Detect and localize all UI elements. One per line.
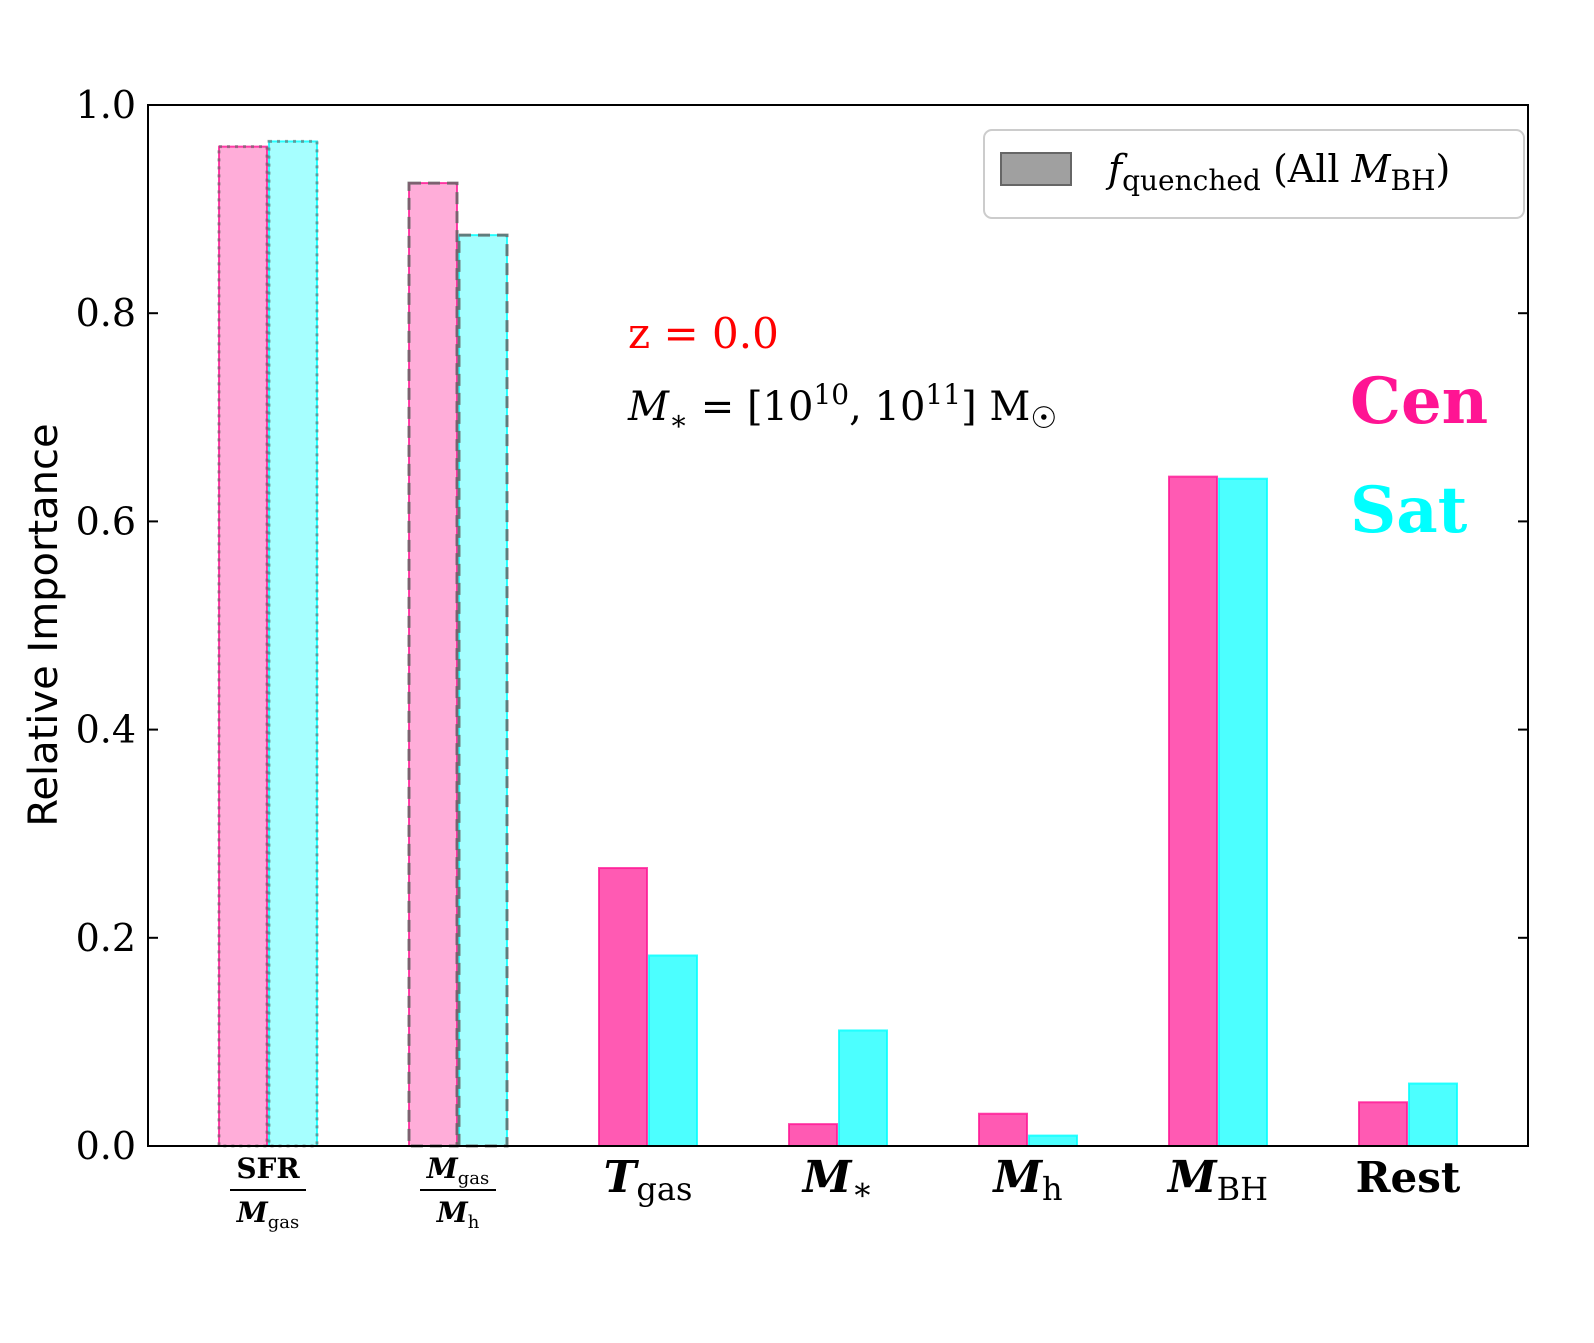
x-tick-subscript: h [1042,1170,1063,1208]
legend-close: ) [1436,147,1451,191]
denominator-symbol: M [436,1196,469,1229]
bar-sat [648,954,698,1148]
denominator-subscript: h [468,1212,480,1233]
y-axis-label: Relative Importance [21,423,67,826]
x-tick-subscript: gas [636,1170,692,1208]
fraction-denominator: Mgas [236,1196,300,1233]
x-tick-label-fraction: SFR Mgas [230,1152,306,1233]
mass-close: ] M [961,384,1030,430]
bar-sat [1218,477,1268,1147]
bar-cen [978,1112,1028,1148]
x-tick-subscript: BH [1217,1170,1268,1208]
mass-lhs-sub: ∗ [669,404,688,437]
legend-open: (All [1261,147,1352,191]
fraction-numerator: SFR [236,1152,300,1185]
bar-cen [598,867,648,1147]
bar-cen [408,182,458,1147]
y-axis-ticks: 0.0 0.2 0.4 0.6 0.8 1.0 [76,83,1528,1168]
bar-sat [458,234,508,1147]
bar-outline-dotted [267,139,319,1148]
legend-label: fquenched (All MBH) [1105,147,1450,197]
bar-cen [788,1123,838,1148]
x-tick-symbol: M [991,1152,1043,1203]
denominator-symbol: M [236,1196,269,1229]
axes-frame [147,104,1529,1147]
x-tick-symbol: M [1166,1152,1218,1203]
bar-sat [838,1029,888,1147]
numerator-subscript: gas [458,1168,490,1189]
x-tick-label: Rest [1356,1153,1461,1202]
fraction-denominator: Mh [436,1196,480,1233]
x-tick-label: M∗ [801,1152,873,1208]
numerator-symbol: SFR [236,1152,300,1185]
legend-m: M [1351,147,1392,191]
bar-sat [1408,1082,1458,1148]
mass-mid: , 10 [849,384,925,430]
y-tick-label: 0.6 [76,499,136,543]
legend: fquenched (All MBH) [983,129,1525,219]
x-tick-label: Tgas [604,1152,693,1208]
x-tick-symbol: T [604,1152,640,1203]
bar-cen [1358,1101,1408,1147]
mass-exp1: 10 [813,378,849,411]
y-tick-label: 0.2 [76,916,136,960]
legend-f-sub: quenched [1122,164,1261,197]
x-tick-label: MBH [1166,1152,1268,1208]
x-tick-symbol: M [801,1152,853,1203]
sun-symbol: ☉ [1030,401,1057,436]
mass-exp2: 11 [925,378,961,411]
stellar-mass-range-annotation: M∗ = [1010, 1011] M☉ [627,378,1057,437]
bars-group [218,140,1458,1148]
sat-series-label: Sat [1350,473,1468,548]
x-tick-label: Mh [991,1152,1062,1208]
bar-sat [1028,1134,1078,1147]
redshift-annotation: z = 0.0 [628,309,779,358]
denominator-subscript: gas [268,1212,300,1233]
y-tick-label: 0.4 [76,708,136,752]
fraction-numerator: Mgas [426,1152,490,1189]
bar-outline-dashed [457,233,509,1148]
mass-lhs: M [627,384,670,430]
legend-swatch [1000,152,1072,186]
bar-sat [268,140,318,1147]
x-tick-subscript: ∗ [851,1170,873,1208]
bar-cen [1168,475,1218,1147]
legend-frame [983,129,1525,219]
legend-m-sub: BH [1391,164,1436,197]
y-tick-label: 0.0 [76,1124,136,1168]
bar-cen [218,145,268,1147]
y-tick-label: 0.8 [76,291,136,335]
mass-eq: = [10 [688,384,813,430]
cen-series-label: Cen [1350,364,1488,439]
numerator-symbol: M [426,1152,459,1185]
y-tick-label: 1.0 [76,83,136,127]
bar-outline-dotted [217,145,269,1148]
